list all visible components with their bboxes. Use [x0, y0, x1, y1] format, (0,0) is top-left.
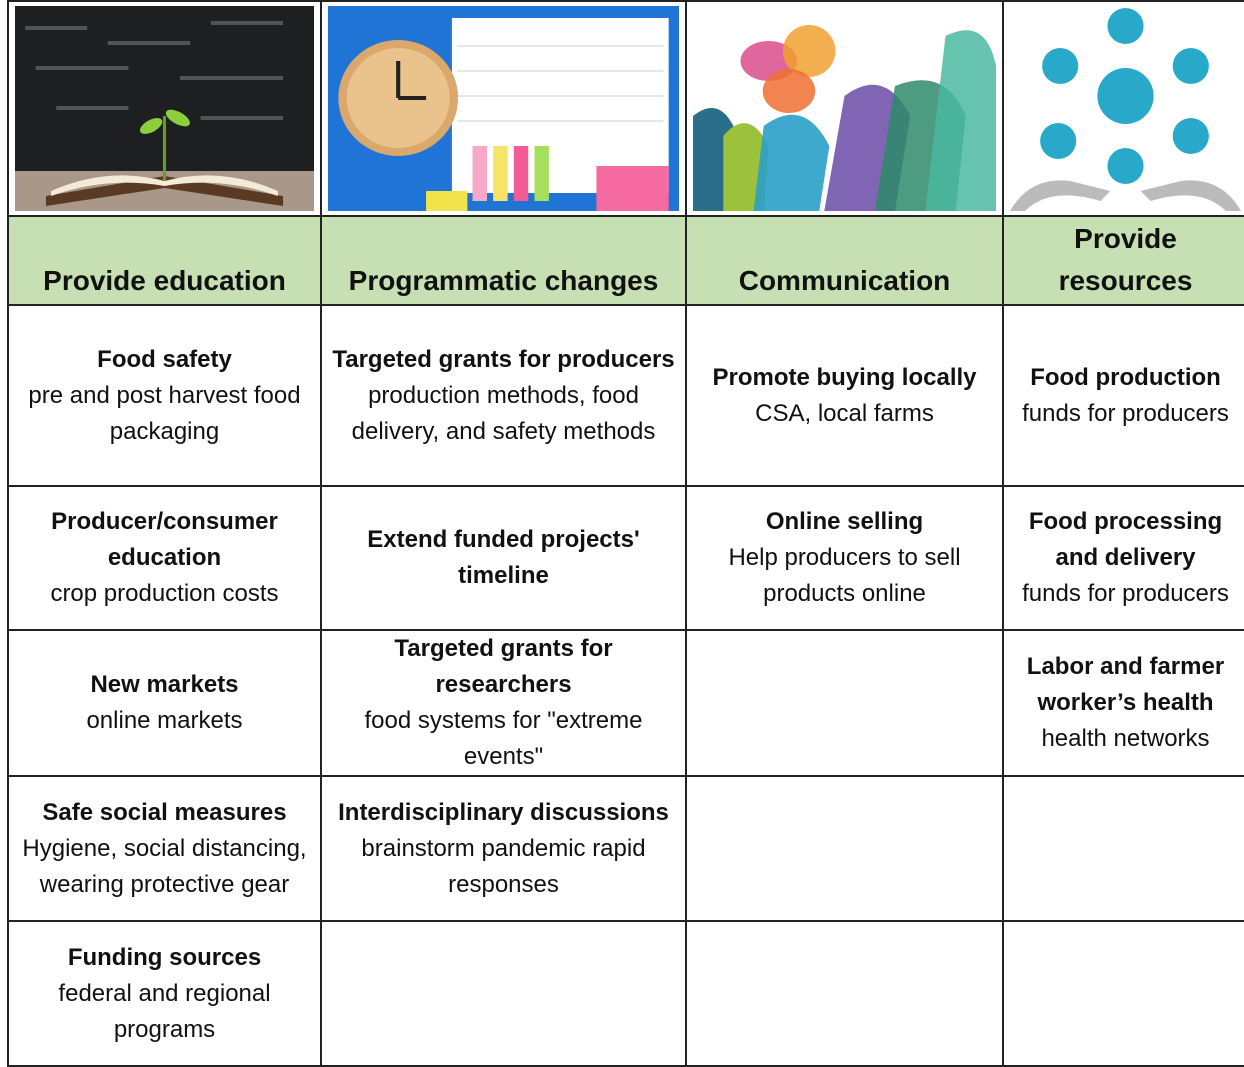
table-cell: Targeted grants for researchers food syst… [320, 629, 687, 777]
table-cell: Labor and farmer worker’s health health n… [1002, 629, 1244, 777]
table-cell: New markets online markets [7, 629, 322, 777]
table-cell [685, 629, 1004, 777]
table-cell: Online selling Help producers to sell pro… [685, 485, 1004, 631]
table-row: Food safety pre and post harvest food pac… [7, 304, 1244, 487]
column-header: Provide resources [1002, 215, 1244, 306]
table-cell [685, 920, 1004, 1067]
column-header: Programmatic changes [320, 215, 687, 306]
cell-heading: Online selling [765, 508, 924, 535]
table-cell: Food production funds for producers [1002, 304, 1244, 487]
table-row: New markets online markets Targeted grants… [7, 629, 1244, 777]
cell-heading: Food processing and delivery [1028, 508, 1223, 571]
cell-heading: Food production [1030, 363, 1221, 391]
cell-heading: Targeted grants for producers [332, 345, 675, 373]
cell-heading: Interdisciplinary discussions [338, 798, 669, 826]
cell-heading: Food safety [97, 345, 232, 373]
resources-image [1010, 6, 1241, 211]
table-cell: Funding sources federal and regional prog… [7, 920, 322, 1067]
cell-text: health networks [1041, 725, 1210, 752]
table-cell [685, 775, 1004, 922]
cell-text: food systems for "extreme events" [364, 707, 643, 770]
table-row: Producer/consumer education crop producti… [7, 485, 1244, 631]
book-image [15, 6, 314, 211]
cell-text: Help producers to sell products online [728, 544, 961, 607]
header-row: Provide education Programmatic changes Com… [7, 215, 1244, 306]
cell-text: federal and regional programs [58, 979, 271, 1043]
table-cell: Targeted grants for producers production … [320, 304, 687, 487]
image-row [7, 0, 1244, 217]
cell-text: Hygiene, social distancing, wearing prot… [22, 834, 307, 898]
cell-heading: Funding sources [67, 943, 262, 971]
table-row: Safe social measures Hygiene, social dist… [7, 775, 1244, 922]
cell-text: online markets [86, 707, 243, 734]
table-cell [1002, 920, 1244, 1067]
table-cell: Safe social measures Hygiene, social dist… [7, 775, 322, 922]
cell-heading: Safe social measures [42, 798, 287, 826]
image-cell [7, 0, 322, 217]
image-cell [1002, 0, 1244, 217]
communication-image [693, 6, 996, 211]
image-cell [685, 0, 1004, 217]
cell-text: pre and post harvest food packaging [28, 381, 301, 445]
table-cell: Food processing and delivery funds for pr… [1002, 485, 1244, 631]
page: Provide education Programmatic changes Com… [7, 0, 1244, 1067]
cell-text: funds for producers [1022, 399, 1229, 427]
cell-text: brainstorm pandemic rapid responses [361, 834, 646, 898]
table-cell [1002, 775, 1244, 922]
table-cell: Food safety pre and post harvest food pac… [7, 304, 322, 487]
table-cell [320, 920, 687, 1067]
column-header: Communication [685, 215, 1004, 306]
table-cell: Interdisciplinary discussions brainstorm … [320, 775, 687, 922]
cell-heading: Producer/consumer education [51, 508, 278, 571]
table-row: Funding sources federal and regional prog… [7, 920, 1244, 1067]
cell-heading: New markets [90, 671, 239, 698]
strategy-table: Provide education Programmatic changes Com… [7, 0, 1244, 1067]
cell-heading: Extend funded projects' timeline [367, 526, 640, 589]
table-cell: Promote buying locally CSA, local farms [685, 304, 1004, 487]
cell-text: funds for producers [1022, 580, 1229, 607]
image-cell [320, 0, 687, 217]
cell-heading: Labor and farmer worker’s health [1026, 653, 1225, 716]
table-cell: Extend funded projects' timeline [320, 485, 687, 631]
column-header: Provide education [7, 215, 322, 306]
cell-text: CSA, local farms [755, 399, 934, 427]
cell-text: production methods, food delivery, and s… [351, 381, 656, 445]
table-cell: Producer/consumer education crop producti… [7, 485, 322, 631]
cell-heading: Promote buying locally [712, 363, 977, 391]
cell-heading: Targeted grants for researchers [394, 635, 613, 698]
calendar-image [328, 6, 679, 211]
cell-text: crop production costs [50, 580, 279, 607]
